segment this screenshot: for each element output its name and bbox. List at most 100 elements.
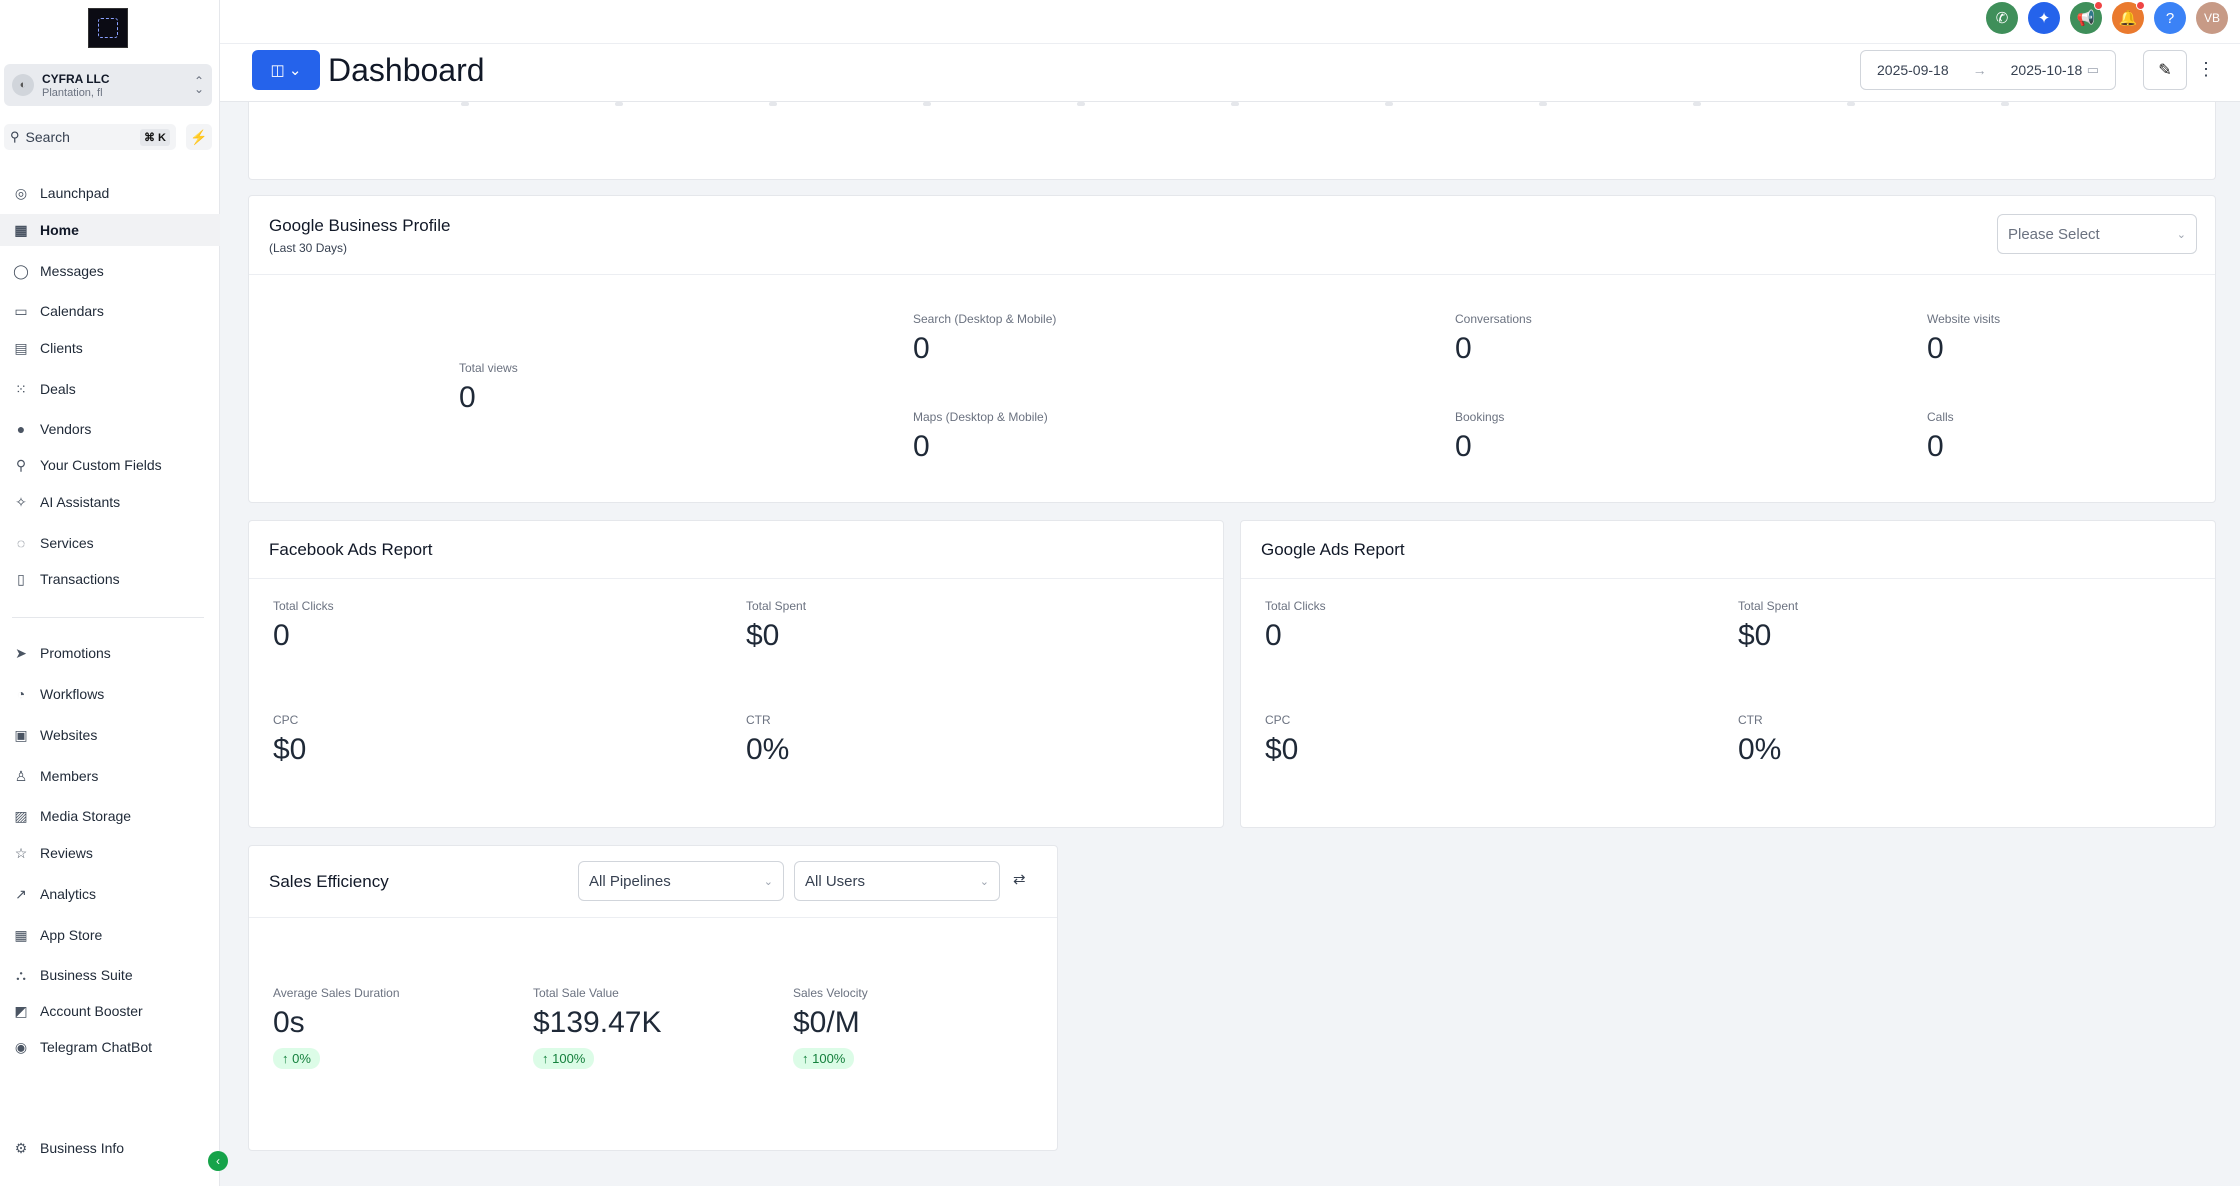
sidebar-item-calendars[interactable]: ▭ Calendars [0,295,220,327]
date-end: 2025-10-18 [2010,62,2083,78]
apps-icon: ▦ [14,926,28,943]
stat-label: Sales Velocity [793,986,868,1000]
contacts-icon: ▤ [14,339,28,356]
magic-icon[interactable]: ✦ [2028,2,2060,34]
star-icon: ☆ [14,844,28,861]
chart-marker [1539,102,1547,106]
stat-value: $0/M [793,1006,860,1039]
sidebar-item-app-store[interactable]: ▦ App Store [0,919,220,951]
chart-markers [249,102,2217,112]
stat-label: Maps (Desktop & Mobile) [913,410,1048,424]
org-icon: ⛬ [16,966,26,983]
sidebar-item-promotions[interactable]: ➤ Promotions [0,637,220,669]
chart-marker [1231,102,1239,106]
arrow-right-icon: → [1972,62,1987,78]
sidebar-item-media-storage[interactable]: ▨ Media Storage [0,800,220,832]
stat-cpc: CPC $0 [273,713,306,767]
select-placeholder: Please Select [2008,225,2100,243]
sidebar-item-messages[interactable]: ◯ Messages [0,255,220,287]
user-avatar[interactable]: VB [2196,2,2228,34]
search-label: Search [25,129,70,145]
sidebar: ◐ CYFRA LLC Plantation, fl ⌃ ⌄ ⚲ Search ⌘… [0,0,228,1186]
sidebar-item-label: Promotions [40,645,111,661]
stat-value: 0 [273,619,290,652]
filter-settings-icon[interactable]: ⇄ [1013,871,1026,888]
search-button[interactable]: ⚲ Search ⌘ K [4,124,176,150]
stat-label: Total Spent [746,599,807,613]
sidebar-item-label: Your Custom Fields [40,457,162,473]
sidebar-item-services[interactable]: ◌ Services [0,527,220,559]
phone-icon[interactable]: ✆ [1986,2,2018,34]
card-title: Google Business Profile [269,216,451,235]
send-icon: ➤ [15,644,27,661]
sidebar-item-label: Reviews [40,845,93,861]
chat-icon: ◯ [13,262,29,279]
sidebar-item-analytics[interactable]: ↗ Analytics [0,878,220,910]
chart-card-partial [248,102,2216,180]
store-icon: ◐ [12,74,34,96]
stat-search: Search (Desktop & Mobile) 0 [913,312,1056,366]
sidebar-item-your-custom-fields[interactable]: ⚲ Your Custom Fields [0,449,220,481]
pipeline-select[interactable]: All Pipelines ⌄ [578,861,784,901]
sidebar-item-business-info[interactable]: ⚙ Business Info [0,1132,220,1164]
sidebar-item-clients[interactable]: ▤ Clients [0,332,220,364]
chart-marker [615,102,623,106]
chevron-down-icon: ⌄ [2176,228,2186,241]
help-icon[interactable]: ? [2154,2,2186,34]
date-range-picker[interactable]: 2025-09-18 → 2025-10-18 ▭ [1860,50,2116,90]
sidebar-item-workflows[interactable]: ◔ Workflows [0,678,220,710]
chevron-left-icon: ‹ [216,1154,220,1168]
stat-value: $139.47K [533,1006,662,1039]
sidebar-item-transactions[interactable]: ▯ Transactions [0,563,220,595]
sidebar-item-business-suite[interactable]: ⛬ Business Suite [0,959,220,991]
facebook-ads-card: Facebook Ads Report Total Clicks 0 Total… [248,520,1224,828]
stat-ctr: CTR 0% [1738,713,1781,767]
member-icon: ♙ [14,767,28,784]
sidebar-item-label: Media Storage [40,808,132,824]
sidebar-item-account-booster[interactable]: ◩ Account Booster [0,995,220,1027]
stat-sales-velocity: Sales Velocity $0/M ↑ 100% [793,986,868,1069]
sidebar-item-label: Business Info [40,1140,125,1156]
bell-icon[interactable]: 🔔 [2112,1,2145,34]
kebab-icon: ⋮ [2197,58,2215,79]
layout-switch-button[interactable]: ◫ ⌄ [252,50,320,90]
pipeline-icon: ⁙ [15,380,27,397]
megaphone-icon[interactable]: 📢 [2070,1,2103,34]
stat-bookings: Bookings 0 [1455,410,1504,464]
location-select[interactable]: Please Select ⌄ [1997,214,2197,254]
sidebar-item-label: Business Suite [40,967,133,983]
sidebar-item-reviews[interactable]: ☆ Reviews [0,837,220,869]
company-logo[interactable] [88,8,128,48]
stat-cpc: CPC $0 [1265,713,1298,767]
google-business-profile-card: Google Business Profile (Last 30 Days) P… [248,195,2216,503]
more-options-button[interactable]: ⋮ [2196,54,2216,84]
nav-divider [12,617,204,618]
sidebar-item-home[interactable]: ▦ Home [0,214,220,246]
sidebar-item-members[interactable]: ♙ Members [0,760,220,792]
sidebar-item-ai-assistants[interactable]: ✧ AI Assistants [0,486,220,518]
change-badge: ↑ 100% [793,1048,855,1069]
booster-icon: ◩ [14,1002,28,1019]
edit-dashboard-button[interactable]: ✎ [2143,50,2187,90]
collapse-sidebar-button[interactable]: ‹ [208,1151,228,1171]
stat-label: CPC [273,713,299,727]
sidebar-item-label: Websites [40,727,98,743]
sidebar-item-label: Clients [40,340,83,356]
pencil-icon: ✎ [2158,62,2172,79]
sidebar-item-label: Calendars [40,303,104,319]
stat-value: $0 [746,619,780,652]
users-select[interactable]: All Users ⌄ [794,861,1000,901]
stat-value: 0% [1738,733,1782,766]
location-switcher[interactable]: ◐ CYFRA LLC Plantation, fl ⌃ ⌄ [4,64,212,106]
quick-action-button[interactable]: ⚡ [186,124,212,150]
sidebar-item-telegram-chatbot[interactable]: ◉ Telegram ChatBot [0,1031,220,1063]
change-badge: ↑ 100% [533,1048,595,1069]
sidebar-item-websites[interactable]: ▣ Websites [0,719,220,751]
date-start: 2025-09-18 [1877,62,1949,78]
sidebar-item-launchpad[interactable]: ◎ Launchpad [0,177,220,209]
vendor-icon: ● [16,421,26,437]
sidebar-item-deals[interactable]: ⁙ Deals [0,373,220,405]
card-header: Google Business Profile (Last 30 Days) P… [249,196,2215,275]
sidebar-item-label: Launchpad [40,185,110,201]
sidebar-item-vendors[interactable]: ● Vendors [0,413,220,445]
